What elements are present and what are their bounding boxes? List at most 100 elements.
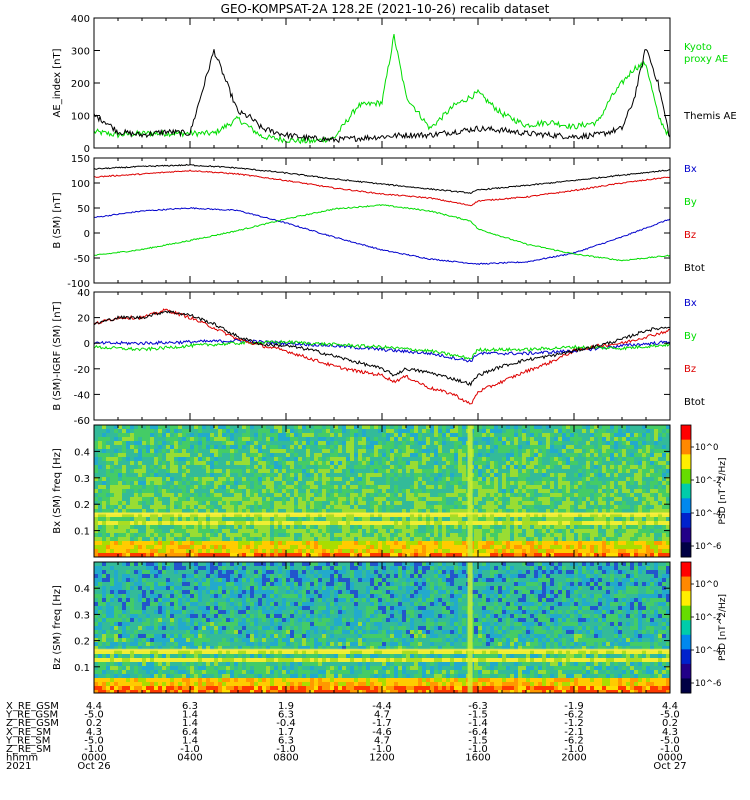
axis-row-value: 4.4 bbox=[86, 701, 102, 712]
y-tick-label: 300 bbox=[71, 47, 90, 58]
axis-row-label: X_RE_GSM bbox=[6, 701, 59, 712]
colorbar-tick-label: 10^-6 bbox=[695, 679, 721, 689]
y-tick-label: 0.3 bbox=[74, 474, 90, 485]
colorbar-segment bbox=[681, 649, 691, 665]
series-bz bbox=[93, 308, 671, 405]
axis-row-value: Oct 26 bbox=[77, 761, 110, 772]
axis-row-value: 4.4 bbox=[662, 701, 678, 712]
y-axis-label: B (SM) [nT] bbox=[52, 192, 63, 248]
spectrogram-line bbox=[94, 512, 670, 515]
axis-row-value: 0000 bbox=[81, 753, 106, 764]
y-tick-label: 0 bbox=[84, 339, 90, 350]
axis-row-value: -0.4 bbox=[276, 718, 296, 729]
axis-row-value: 1.4 bbox=[182, 718, 198, 729]
axis-row-value: 1.4 bbox=[182, 735, 198, 746]
axis-row-label: Y_RE_SM bbox=[5, 735, 50, 746]
colorbar-segment bbox=[681, 527, 691, 543]
axis-row-value: -1.4 bbox=[468, 718, 488, 729]
axis-row-value: 6.3 bbox=[182, 701, 198, 712]
legend-entry: Kyoto bbox=[684, 42, 712, 53]
legend-entry: Bz bbox=[684, 364, 696, 375]
axis-row-value: -1.0 bbox=[276, 744, 296, 755]
colorbar-segment bbox=[681, 576, 691, 592]
legend-entry: By bbox=[684, 197, 697, 208]
y-tick-label: 400 bbox=[71, 14, 90, 25]
axis-row-value: -1.0 bbox=[372, 744, 392, 755]
axis-row-value: 1600 bbox=[465, 753, 490, 764]
colorbar-segment bbox=[681, 605, 691, 621]
y-tick-label: -60 bbox=[74, 416, 90, 427]
axis-row-label: Y_RE_GSM bbox=[5, 710, 58, 721]
axis-row-value: -1.7 bbox=[372, 718, 392, 729]
axis-row-value: 0.2 bbox=[662, 718, 678, 729]
axis-row-label: 2021 bbox=[6, 761, 31, 772]
axis-row-value: 1.7 bbox=[278, 727, 294, 738]
axis-row-value: 1.9 bbox=[278, 701, 294, 712]
axis-row-value: 6.4 bbox=[182, 727, 198, 738]
axis-row-value: -2.1 bbox=[564, 727, 584, 738]
axis-row-value: -1.0 bbox=[660, 744, 680, 755]
colorbar-segment bbox=[681, 591, 691, 607]
axis-row-value: -1.0 bbox=[84, 744, 104, 755]
legend-entry: proxy AE bbox=[684, 54, 728, 65]
colorbar-tick-label: 10^0 bbox=[695, 580, 718, 590]
series-kyoto-proxy-ae bbox=[93, 34, 671, 145]
colorbar-segment bbox=[681, 439, 691, 455]
colorbar-segment bbox=[681, 498, 691, 514]
y-tick-label: -20 bbox=[74, 365, 90, 376]
panel-5: 10^0 10^-2 10^-4 10^-6 PSD [nT^2/Hz] 0.1 0.2 0.… bbox=[52, 561, 728, 694]
spectrogram-stripe bbox=[467, 562, 473, 693]
plot-frame bbox=[93, 157, 671, 284]
legend-entry: Bx bbox=[684, 298, 697, 309]
colorbar-tick-label: 10^-2 bbox=[695, 476, 721, 486]
series-by bbox=[93, 204, 671, 262]
axis-row-value: -6.2 bbox=[564, 710, 584, 721]
legend-entry: Bx bbox=[684, 164, 697, 175]
colorbar-frame bbox=[680, 561, 692, 694]
series-btot bbox=[93, 310, 671, 387]
axis-row-value: -4.6 bbox=[372, 727, 392, 738]
legend-entry: Themis AE bbox=[683, 111, 737, 122]
axis-row-value: -5.0 bbox=[660, 710, 680, 721]
legend-entry: Btot bbox=[684, 263, 705, 274]
axis-row-value: -1.2 bbox=[564, 718, 584, 729]
axis-row-label: Z_RE_SM bbox=[6, 744, 51, 755]
colorbar-tick-label: 10^-4 bbox=[695, 509, 721, 519]
plot-frame bbox=[93, 291, 671, 421]
axis-row-value: 4.3 bbox=[662, 727, 678, 738]
axis-row-label: hhmm bbox=[6, 753, 38, 764]
colorbar-segment bbox=[681, 562, 691, 578]
axis-row-value: 6.3 bbox=[278, 735, 294, 746]
y-axis-label: B (SM)-IGRF (SM) [nT] bbox=[52, 301, 63, 410]
colorbar-tick-label: 10^-4 bbox=[695, 646, 721, 656]
series-themis-ae bbox=[93, 49, 671, 144]
colorbar-label: PSD [nT^2/Hz] bbox=[718, 594, 728, 661]
y-axis-label: Bx (SM) freq [Hz] bbox=[52, 448, 63, 534]
spectrogram-line bbox=[94, 648, 670, 651]
y-tick-label: 100 bbox=[71, 112, 90, 123]
y-tick-label: -50 bbox=[74, 254, 90, 265]
axis-row-value: -1.0 bbox=[564, 744, 584, 755]
y-tick-label: 20 bbox=[77, 314, 90, 325]
axis-row-value: 4.7 bbox=[374, 735, 390, 746]
series-bx bbox=[93, 207, 671, 266]
colorbar-tick-label: 10^0 bbox=[695, 443, 718, 453]
axis-row-value: -1.5 bbox=[468, 735, 488, 746]
axis-row-value: -1.0 bbox=[468, 744, 488, 755]
y-axis-label: AE_index [nT] bbox=[52, 48, 63, 117]
axis-row-label: X_RE_SM bbox=[6, 727, 51, 738]
spectrogram-cells bbox=[94, 562, 670, 693]
axis-row-value: 0800 bbox=[273, 753, 298, 764]
axis-row-value: -1.9 bbox=[564, 701, 584, 712]
axis-row-value: 4.3 bbox=[86, 727, 102, 738]
colorbar-segment bbox=[681, 513, 691, 529]
axis-row-value: -6.3 bbox=[468, 701, 488, 712]
y-tick-label: 0.1 bbox=[74, 663, 90, 674]
colorbar-tick-label: 10^-6 bbox=[695, 542, 721, 552]
legend-entry: Btot bbox=[684, 397, 705, 408]
axis-row-value: -6.4 bbox=[468, 727, 488, 738]
axis-row-value: 0400 bbox=[177, 753, 202, 764]
panel-2: Bx By Bz Btot -100 -50 0 50 100 150 B (SM) [nT] bbox=[52, 154, 705, 290]
colorbar-segment bbox=[681, 454, 691, 470]
axis-row-value: 2000 bbox=[561, 753, 586, 764]
